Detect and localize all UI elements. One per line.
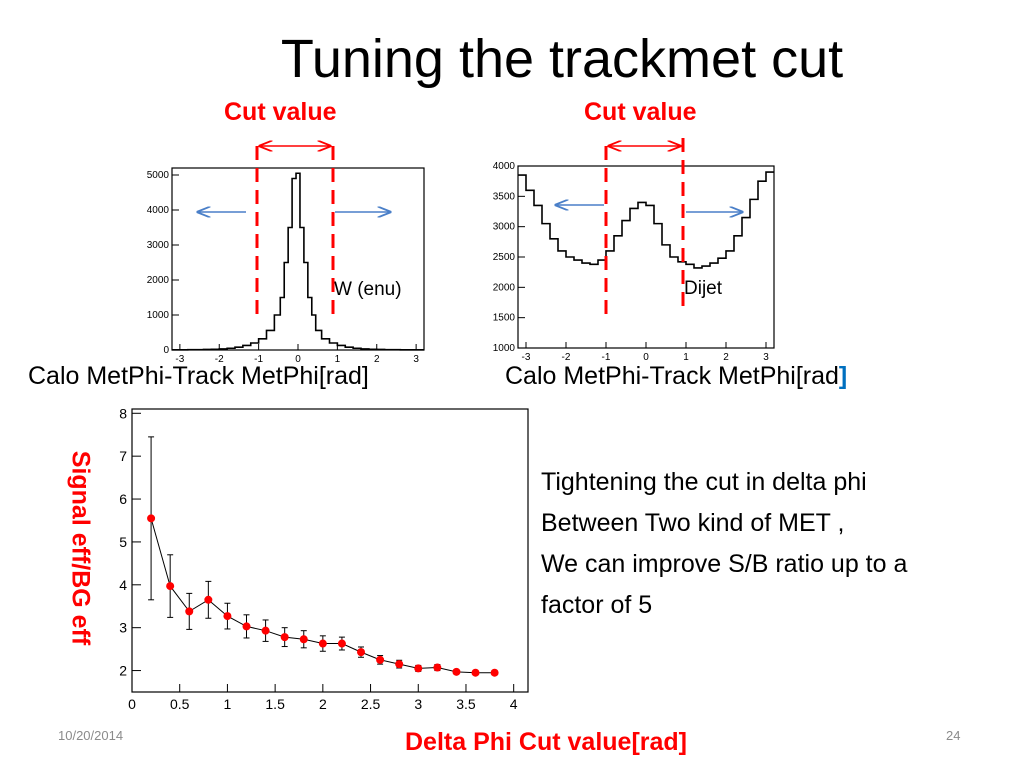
cut-label-right: Cut value bbox=[584, 98, 697, 126]
dijet-xtick-label: -1 bbox=[602, 352, 611, 363]
ratio-xtick-label: 1.5 bbox=[265, 696, 285, 712]
dijet-ytick-label: 2000 bbox=[493, 282, 516, 293]
ratio-ytick-label: 5 bbox=[119, 534, 127, 550]
w-enu-annotation: W (enu) bbox=[334, 279, 402, 300]
ratio-ytick-label: 8 bbox=[119, 405, 127, 421]
w-enu-histogram: -3 -2 -1 0 1 2 3 0 1000 2000 3000 4000 5000 W (enu) bbox=[147, 167, 425, 365]
ratio-xtick-label: 2.5 bbox=[361, 696, 381, 712]
ratio-ytick-label: 2 bbox=[119, 663, 127, 679]
ratio-data-point bbox=[166, 582, 175, 591]
xcap-left: Calo MetPhi-Track MetPhi[rad] bbox=[28, 362, 369, 390]
dijet-xtick-label: 1 bbox=[683, 352, 689, 363]
dijet-xtick-label: -2 bbox=[562, 352, 571, 363]
ratio-data-point bbox=[223, 612, 232, 621]
ratio-data-point bbox=[414, 664, 423, 673]
w-xtick-label: 0 bbox=[295, 354, 301, 365]
w-xtick-label: 3 bbox=[413, 354, 419, 365]
dijet-xtick-label: -3 bbox=[522, 352, 531, 363]
signal-bg-ratio-plot: 0 0.5 1 1.5 2 2.5 3 3.5 4 2 3 4 5 6 7 8 bbox=[119, 405, 529, 712]
w-xtick-label: -2 bbox=[215, 354, 224, 365]
dijet-xtick-label: 2 bbox=[723, 352, 729, 363]
ratio-data-point bbox=[299, 635, 308, 644]
slide-title: Tuning the trackmet cut bbox=[280, 29, 844, 89]
ratio-xtick-label: 0.5 bbox=[170, 696, 190, 712]
footer-page-number: 24 bbox=[946, 728, 961, 743]
dijet-ytick-label: 3000 bbox=[493, 222, 516, 233]
ratio-ytick-label: 3 bbox=[119, 620, 127, 636]
ratio-ytick-label: 4 bbox=[119, 577, 127, 593]
dijet-ytick-label: 4000 bbox=[493, 161, 516, 172]
dijet-histogram-line bbox=[518, 171, 774, 269]
ratio-xtick-label: 4 bbox=[510, 696, 518, 712]
dijet-ytick-label: 2500 bbox=[493, 252, 516, 263]
w-xtick-label: 1 bbox=[335, 354, 341, 365]
w-xtick-label: -3 bbox=[175, 354, 184, 365]
w-xtick-label: 2 bbox=[374, 354, 380, 365]
ratio-data-point bbox=[490, 668, 499, 677]
w-ytick-label: 5000 bbox=[147, 170, 170, 181]
body-line-4: factor of 5 bbox=[541, 591, 653, 619]
ratio-y-axis-label: Signal eff/BG eff bbox=[60, 405, 100, 690]
ratio-data-point bbox=[204, 595, 213, 604]
xcap-right: Calo MetPhi-Track MetPhi[rad] bbox=[505, 362, 847, 391]
w-ytick-label: 1000 bbox=[147, 310, 170, 321]
w-ytick-label: 2000 bbox=[147, 275, 170, 286]
ratio-data-point bbox=[185, 607, 194, 616]
ratio-data-point bbox=[395, 660, 404, 669]
ratio-x-axis-label: Delta Phi Cut value[rad] bbox=[405, 728, 687, 756]
ratio-data-point bbox=[261, 626, 270, 635]
w-histogram-line bbox=[172, 172, 424, 351]
ratio-ytick-label: 6 bbox=[119, 491, 127, 507]
ratio-data-point bbox=[471, 668, 480, 677]
body-line-1: Tightening the cut in delta phi bbox=[541, 468, 867, 496]
w-ytick-label: 3000 bbox=[147, 240, 170, 251]
ratio-data-point bbox=[242, 622, 251, 631]
ratio-xtick-label: 0 bbox=[128, 696, 136, 712]
ratio-xtick-label: 1 bbox=[224, 696, 232, 712]
body-line-2: Between Two kind of MET , bbox=[541, 509, 845, 537]
ratio-xtick-label: 3 bbox=[414, 696, 422, 712]
ratio-xtick-label: 2 bbox=[319, 696, 327, 712]
w-ytick-label: 0 bbox=[163, 345, 169, 356]
dijet-ytick-label: 1000 bbox=[493, 343, 516, 354]
ratio-data-point bbox=[376, 655, 385, 664]
ratio-data-point bbox=[357, 648, 366, 657]
dijet-xtick-label: 0 bbox=[643, 352, 649, 363]
w-xtick-label: -1 bbox=[254, 354, 263, 365]
ratio-xtick-label: 3.5 bbox=[456, 696, 476, 712]
xcap-right-bracket: ] bbox=[838, 362, 848, 390]
dijet-xtick-label: 3 bbox=[763, 352, 769, 363]
cut-label-left: Cut value bbox=[224, 98, 337, 126]
ratio-data-point bbox=[147, 514, 156, 523]
ratio-data-point bbox=[452, 667, 461, 676]
xcap-right-text: Calo MetPhi-Track MetPhi[rad bbox=[505, 362, 839, 390]
ratio-y-axis-label-text: Signal eff/BG eff bbox=[66, 450, 95, 645]
ratio-data-point bbox=[337, 639, 346, 648]
ratio-data-point bbox=[280, 633, 289, 642]
dijet-ytick-label: 3500 bbox=[493, 191, 516, 202]
ratio-data-point bbox=[318, 639, 327, 648]
dijet-annotation: Dijet bbox=[684, 278, 723, 299]
w-plot-frame bbox=[171, 167, 425, 351]
body-text: Tightening the cut in delta phi Between … bbox=[541, 462, 1011, 626]
ratio-plot-frame bbox=[131, 408, 529, 693]
ratio-ytick-label: 7 bbox=[119, 448, 127, 464]
body-line-3: We can improve S/B ratio up to a bbox=[541, 550, 908, 578]
dijet-histogram: -3 -2 -1 0 1 2 3 1000 1500 2000 2500 3000 3500 4000 D… bbox=[493, 161, 775, 363]
dijet-plot-frame bbox=[517, 165, 775, 349]
footer-date: 10/20/2014 bbox=[58, 728, 124, 743]
w-ytick-label: 4000 bbox=[147, 205, 170, 216]
ratio-data-point bbox=[433, 663, 442, 672]
dijet-ytick-label: 1500 bbox=[493, 313, 516, 324]
